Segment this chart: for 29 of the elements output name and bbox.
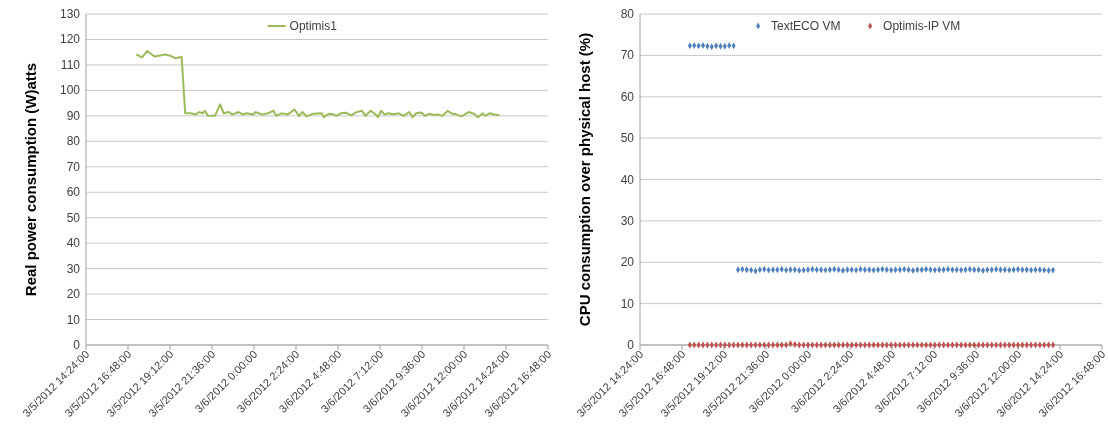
y-tick-label: 80	[66, 134, 81, 149]
y-tick-label: 30	[620, 213, 635, 228]
y-tick-label: 70	[66, 159, 81, 174]
y-tick-label: 20	[66, 287, 81, 302]
legend-label: TextECO VM	[771, 19, 841, 33]
y-tick-label: 130	[59, 7, 81, 21]
y-tick-label: 50	[620, 131, 635, 146]
y-tick-label: 70	[620, 48, 635, 63]
y-tick-label: 10	[66, 312, 81, 327]
y-tick-label: 10	[620, 296, 635, 311]
y-tick-label: 60	[620, 89, 635, 104]
y-axis-title: CPU consumption over physical host (%)	[576, 32, 593, 327]
y-tick-label: 40	[66, 236, 81, 251]
y-tick-label: 80	[620, 7, 635, 21]
y-tick-label: 120	[59, 32, 81, 47]
y-tick-label: 100	[59, 83, 81, 98]
y-tick-label: 90	[66, 108, 81, 123]
y-tick-label: 40	[620, 172, 635, 187]
y-tick-label: 0	[73, 338, 81, 352]
y-tick-label: 50	[66, 210, 81, 225]
y-tick-label: 60	[66, 185, 81, 200]
y-tick-label: 110	[60, 57, 81, 72]
y-tick-label: 20	[620, 255, 635, 270]
legend-label: Optimis-IP VM	[883, 19, 961, 33]
y-tick-label: 30	[66, 261, 81, 276]
line-series	[136, 49, 500, 119]
y-tick-label: 0	[627, 338, 635, 352]
y-axis-title: Real power consumption (W)atts	[22, 62, 39, 297]
legend-label: Optimis1	[289, 19, 338, 33]
